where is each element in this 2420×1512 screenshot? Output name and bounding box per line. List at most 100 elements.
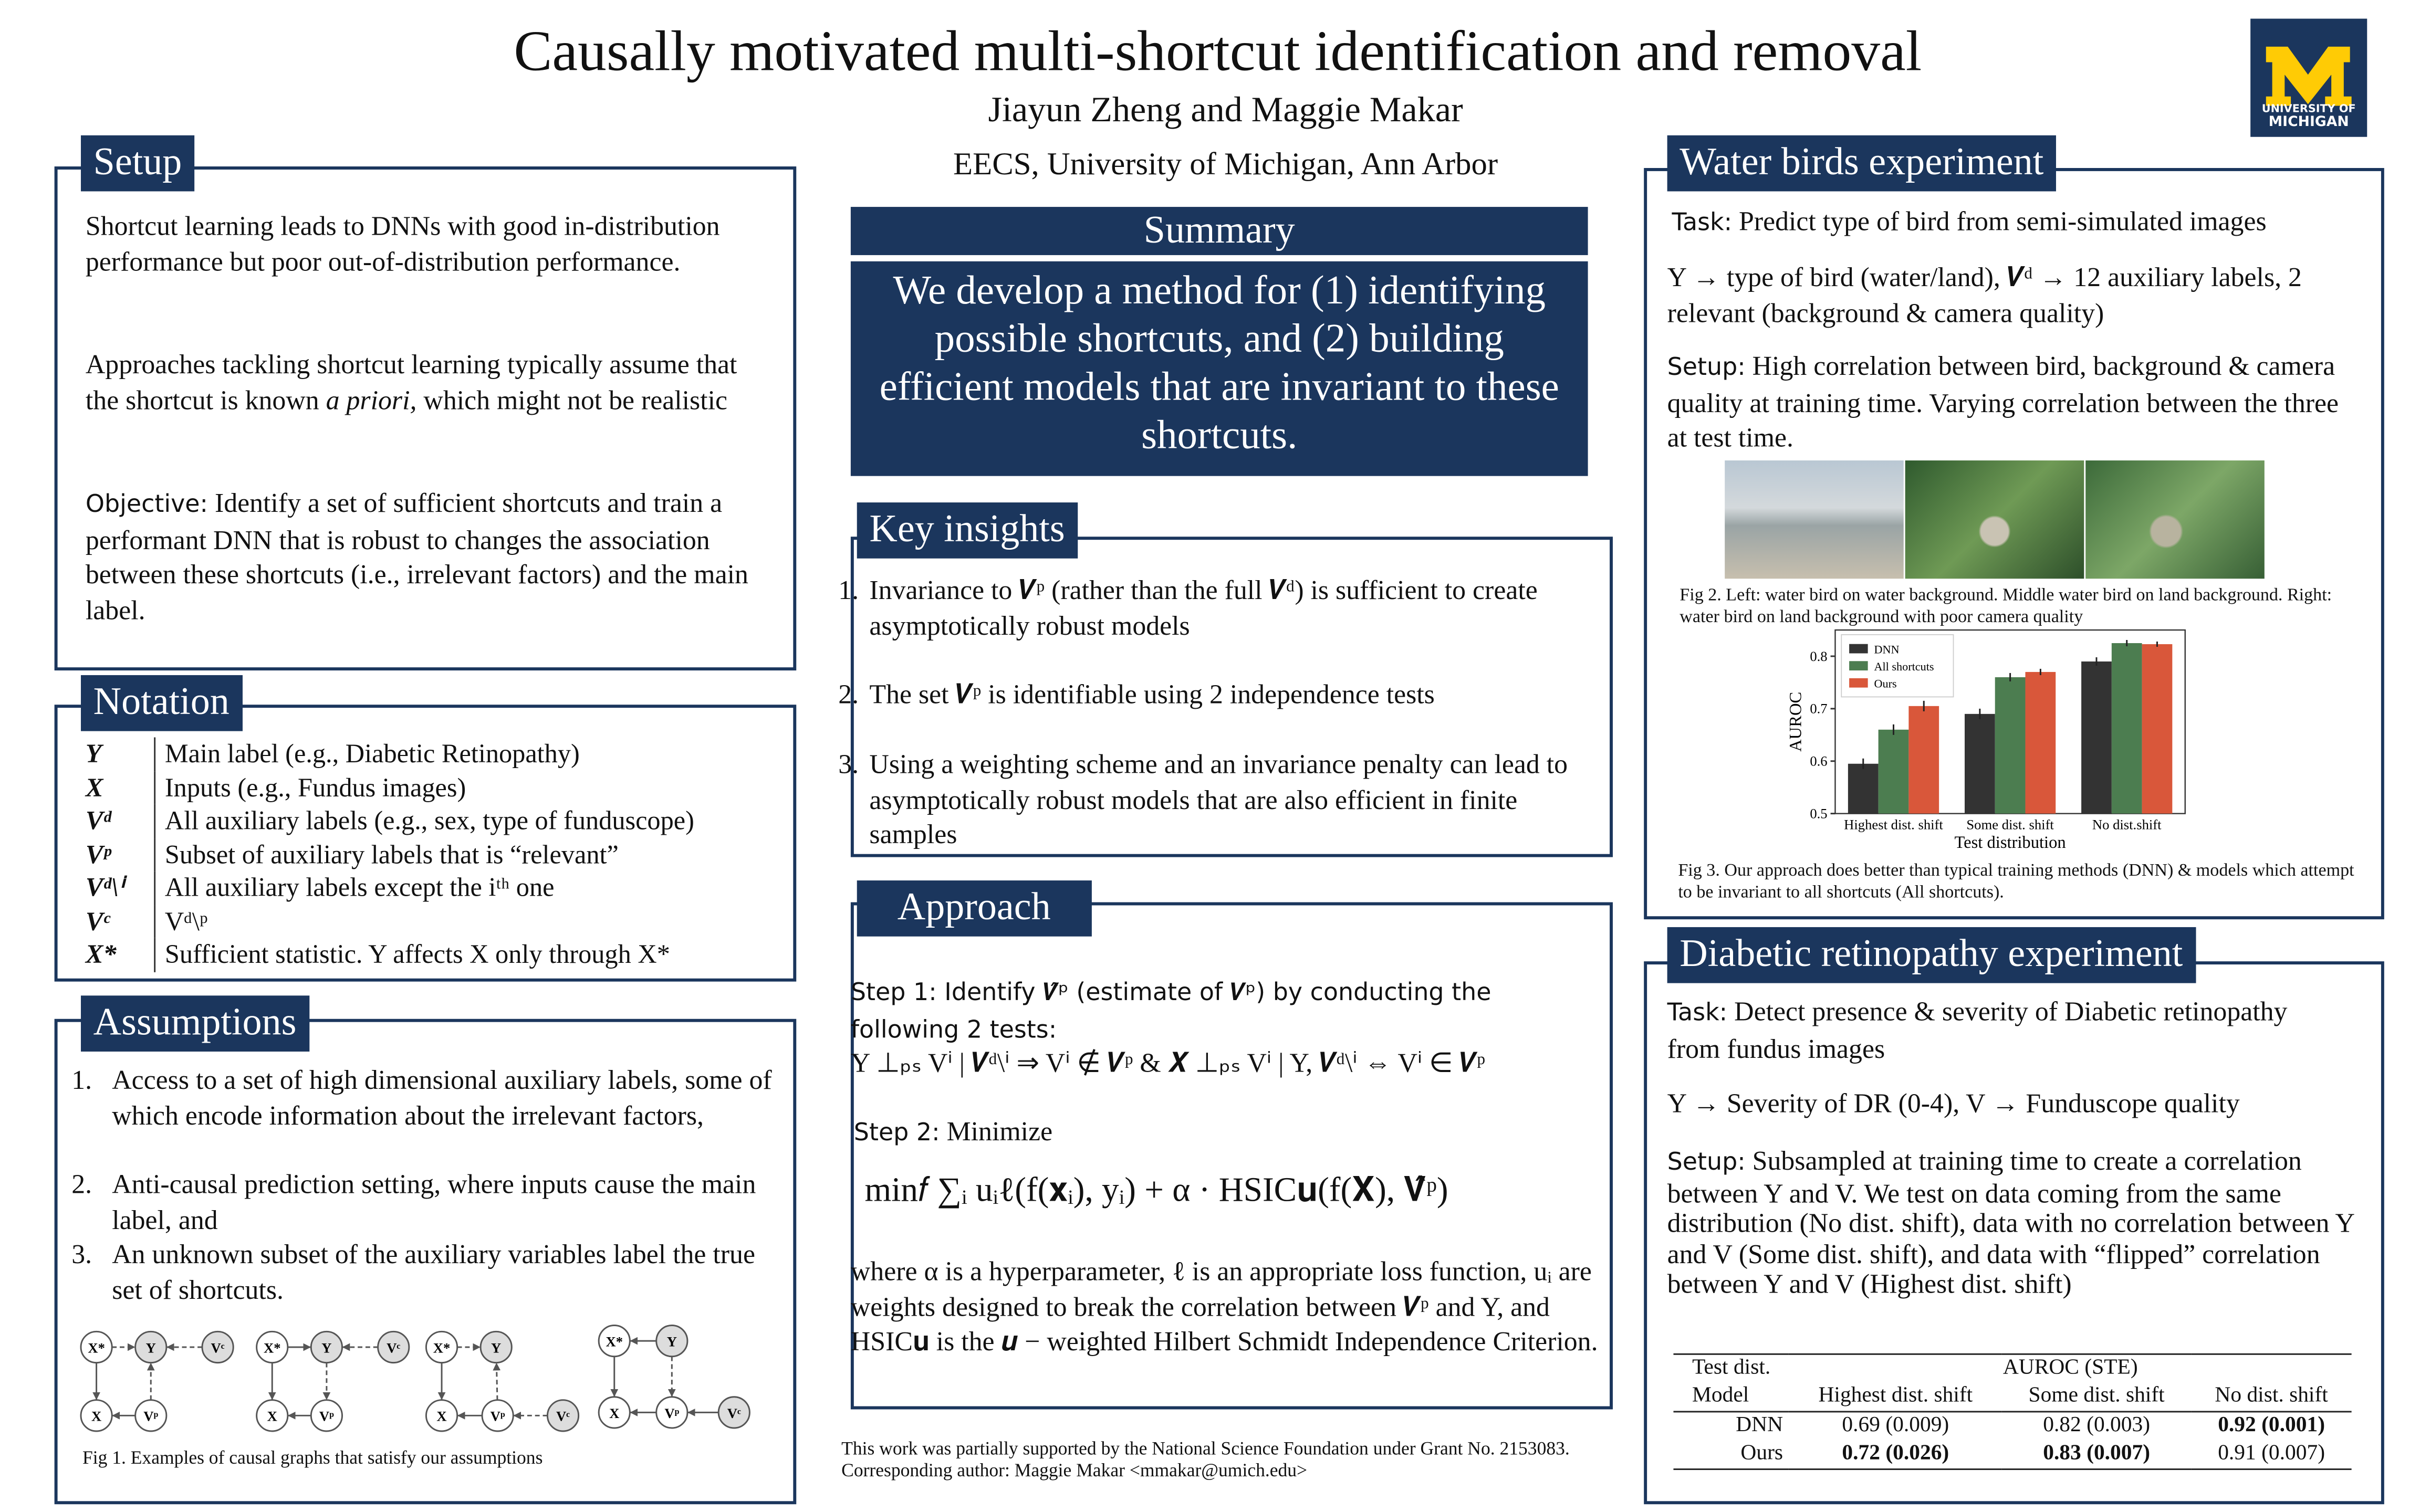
node [655,1324,689,1358]
paragraph: Shortcut learning leads to DNNs with goo… [85,210,720,276]
legend-swatch [1849,678,1868,688]
legend-label: All shortcuts [1874,660,1934,673]
symbol: Vᵖ [76,837,156,872]
logo-text: UNIVERSITY OF MICHIGAN [2250,103,2367,131]
table-cell: 0.72 (0.026) [1842,1442,1949,1466]
node [256,1330,289,1364]
affiliation: EECS, University of Michigan, Ann Arbor [953,148,1498,182]
paragraph: Approaches tackling shortcut learning ty… [86,347,754,417]
label: Setup: [1667,1148,1746,1177]
label: Objective: [85,490,208,518]
text: This work was partially supported by the… [841,1437,1570,1460]
results-table: Test dist. AUROC (STE) Model Highest dist.… [1673,1353,2352,1470]
text: Identify a set of sufficient shortcuts a… [85,487,748,625]
logo-line: MICHIGAN [2268,115,2349,131]
text: High correlation between bird, backgroun… [1667,350,2339,453]
notation-table: Y Main label (e.g., Diabetic Retinopathy)… [76,737,704,972]
node-label: X [267,1409,277,1424]
text: Identify 𝑽̂ᵖ (estimate of 𝑽ᵖ) by conduct… [850,978,1491,1043]
list-number: 2. [838,678,859,710]
table-header: No dist. shift [2215,1384,2328,1408]
notation-row: Y Main label (e.g., Diabetic Retinopathy) [76,737,704,771]
node-label: Vᶜ [556,1409,570,1424]
y-axis-label: AUROC [1786,692,1805,752]
authors: Jiayun Zheng and Maggie Makar [988,90,1463,129]
text: Anti-causal prediction setting, where in… [112,1168,756,1235]
notation-row: Vᵈ\ⁱ All auxiliary labels except the iᵗʰ … [76,871,704,905]
caption: Fig 1. Examples of causal graphs that sa… [82,1446,543,1469]
y-tick-label: 0.5 [1810,806,1827,822]
node [425,1330,458,1364]
setup-box [54,166,797,671]
node [717,1396,750,1429]
summary-text: We develop a method for (1) identifying … [850,261,1588,476]
x-tick-label: No dist.shift [2092,816,2162,832]
text: Predict type of bird from semi-simulated… [1732,205,2267,237]
node-label: Vᶜ [211,1340,225,1356]
logo: UNIVERSITY OF MICHIGAN [2250,18,2367,137]
paragraph: Task: Predict type of bird from semi-sim… [1672,204,2380,240]
node [80,1330,113,1364]
node-label: Vᶜ [387,1340,400,1356]
label: Task: [1672,208,1733,237]
symbol: X [76,771,156,804]
text: Approaches tackling shortcut learning ty… [85,348,737,415]
node-label: X [609,1405,619,1421]
paragraph: Setup: High correlation between bird, ba… [1667,349,2360,455]
text: Access to a set of high dimensional auxi… [112,1064,772,1130]
bar [2111,643,2142,814]
list-item: 1. Access to a set of high dimensional au… [71,1063,787,1132]
node [546,1399,580,1432]
node [256,1399,289,1432]
label: Step 2: [853,1118,940,1147]
description: Vᵈ\ᵖ [164,906,208,936]
bar [1848,763,1879,814]
symbol: Vᵈ\ⁱ [76,871,156,905]
y-tick-label: 0.7 [1810,701,1827,717]
node-label: X* [264,1340,281,1356]
table-cell: 0.69 (0.009) [1842,1414,1949,1437]
notation-row: Vᵈ All auxiliary labels (e.g., sex, type … [76,804,704,838]
description: Inputs (e.g., Fundus images) [164,772,466,802]
node [479,1330,513,1364]
section-heading: Key insights [857,502,1078,559]
node [598,1324,631,1358]
node-label: Vᵖ [319,1409,334,1424]
legend-swatch [1849,644,1868,654]
photo [2085,460,2265,579]
node-label: X [91,1409,101,1424]
node-label: X* [88,1340,105,1356]
notation-row: Vᵖ Subset of auxiliary labels that is “re… [76,837,704,872]
paragraph: Step 1: Identify 𝑽̂ᵖ (estimate of 𝑽ᵖ) by… [851,974,1582,1047]
node-label: Y [491,1340,501,1356]
text: Detect presence & severity of Diabetic r… [1667,995,2288,1064]
footnote: This work was partially supported by the… [841,1437,1603,1481]
table-cell: Ours [1740,1442,1783,1466]
symbol: Vᵈ [76,804,156,838]
text: Minimize [940,1115,1053,1147]
node-label: Y [667,1334,677,1349]
label: Task: [1667,999,1728,1027]
label: Step 1: [850,978,937,1007]
logo-mark [2266,46,2352,106]
node [377,1330,410,1364]
text: a priori, [326,383,417,415]
list-number: 3. [71,1238,92,1269]
node [134,1330,168,1364]
bar [2025,671,2056,814]
title: Causally motivated multi-shortcut identi… [514,20,1922,85]
node-label: Vᶜ [727,1405,741,1421]
x-tick-label: Some dist. shift [1966,816,2054,832]
table-header: AUROC (STE) [2002,1356,2138,1380]
bar [1995,677,2026,814]
node-label: X* [433,1340,451,1356]
paragraph: Y → Severity of DR (0-4), V → Funduscope… [1667,1087,2240,1119]
node [201,1330,234,1364]
bar [1964,713,1995,814]
list-item: 3. An unknown subset of the auxiliary var… [71,1237,787,1307]
notation-row: X Inputs (e.g., Fundus images) [76,771,704,804]
table-header: Test dist. [1692,1356,1771,1380]
list-number: 2. [71,1168,92,1200]
description: All auxiliary labels except the iᵗʰ one [164,873,555,902]
